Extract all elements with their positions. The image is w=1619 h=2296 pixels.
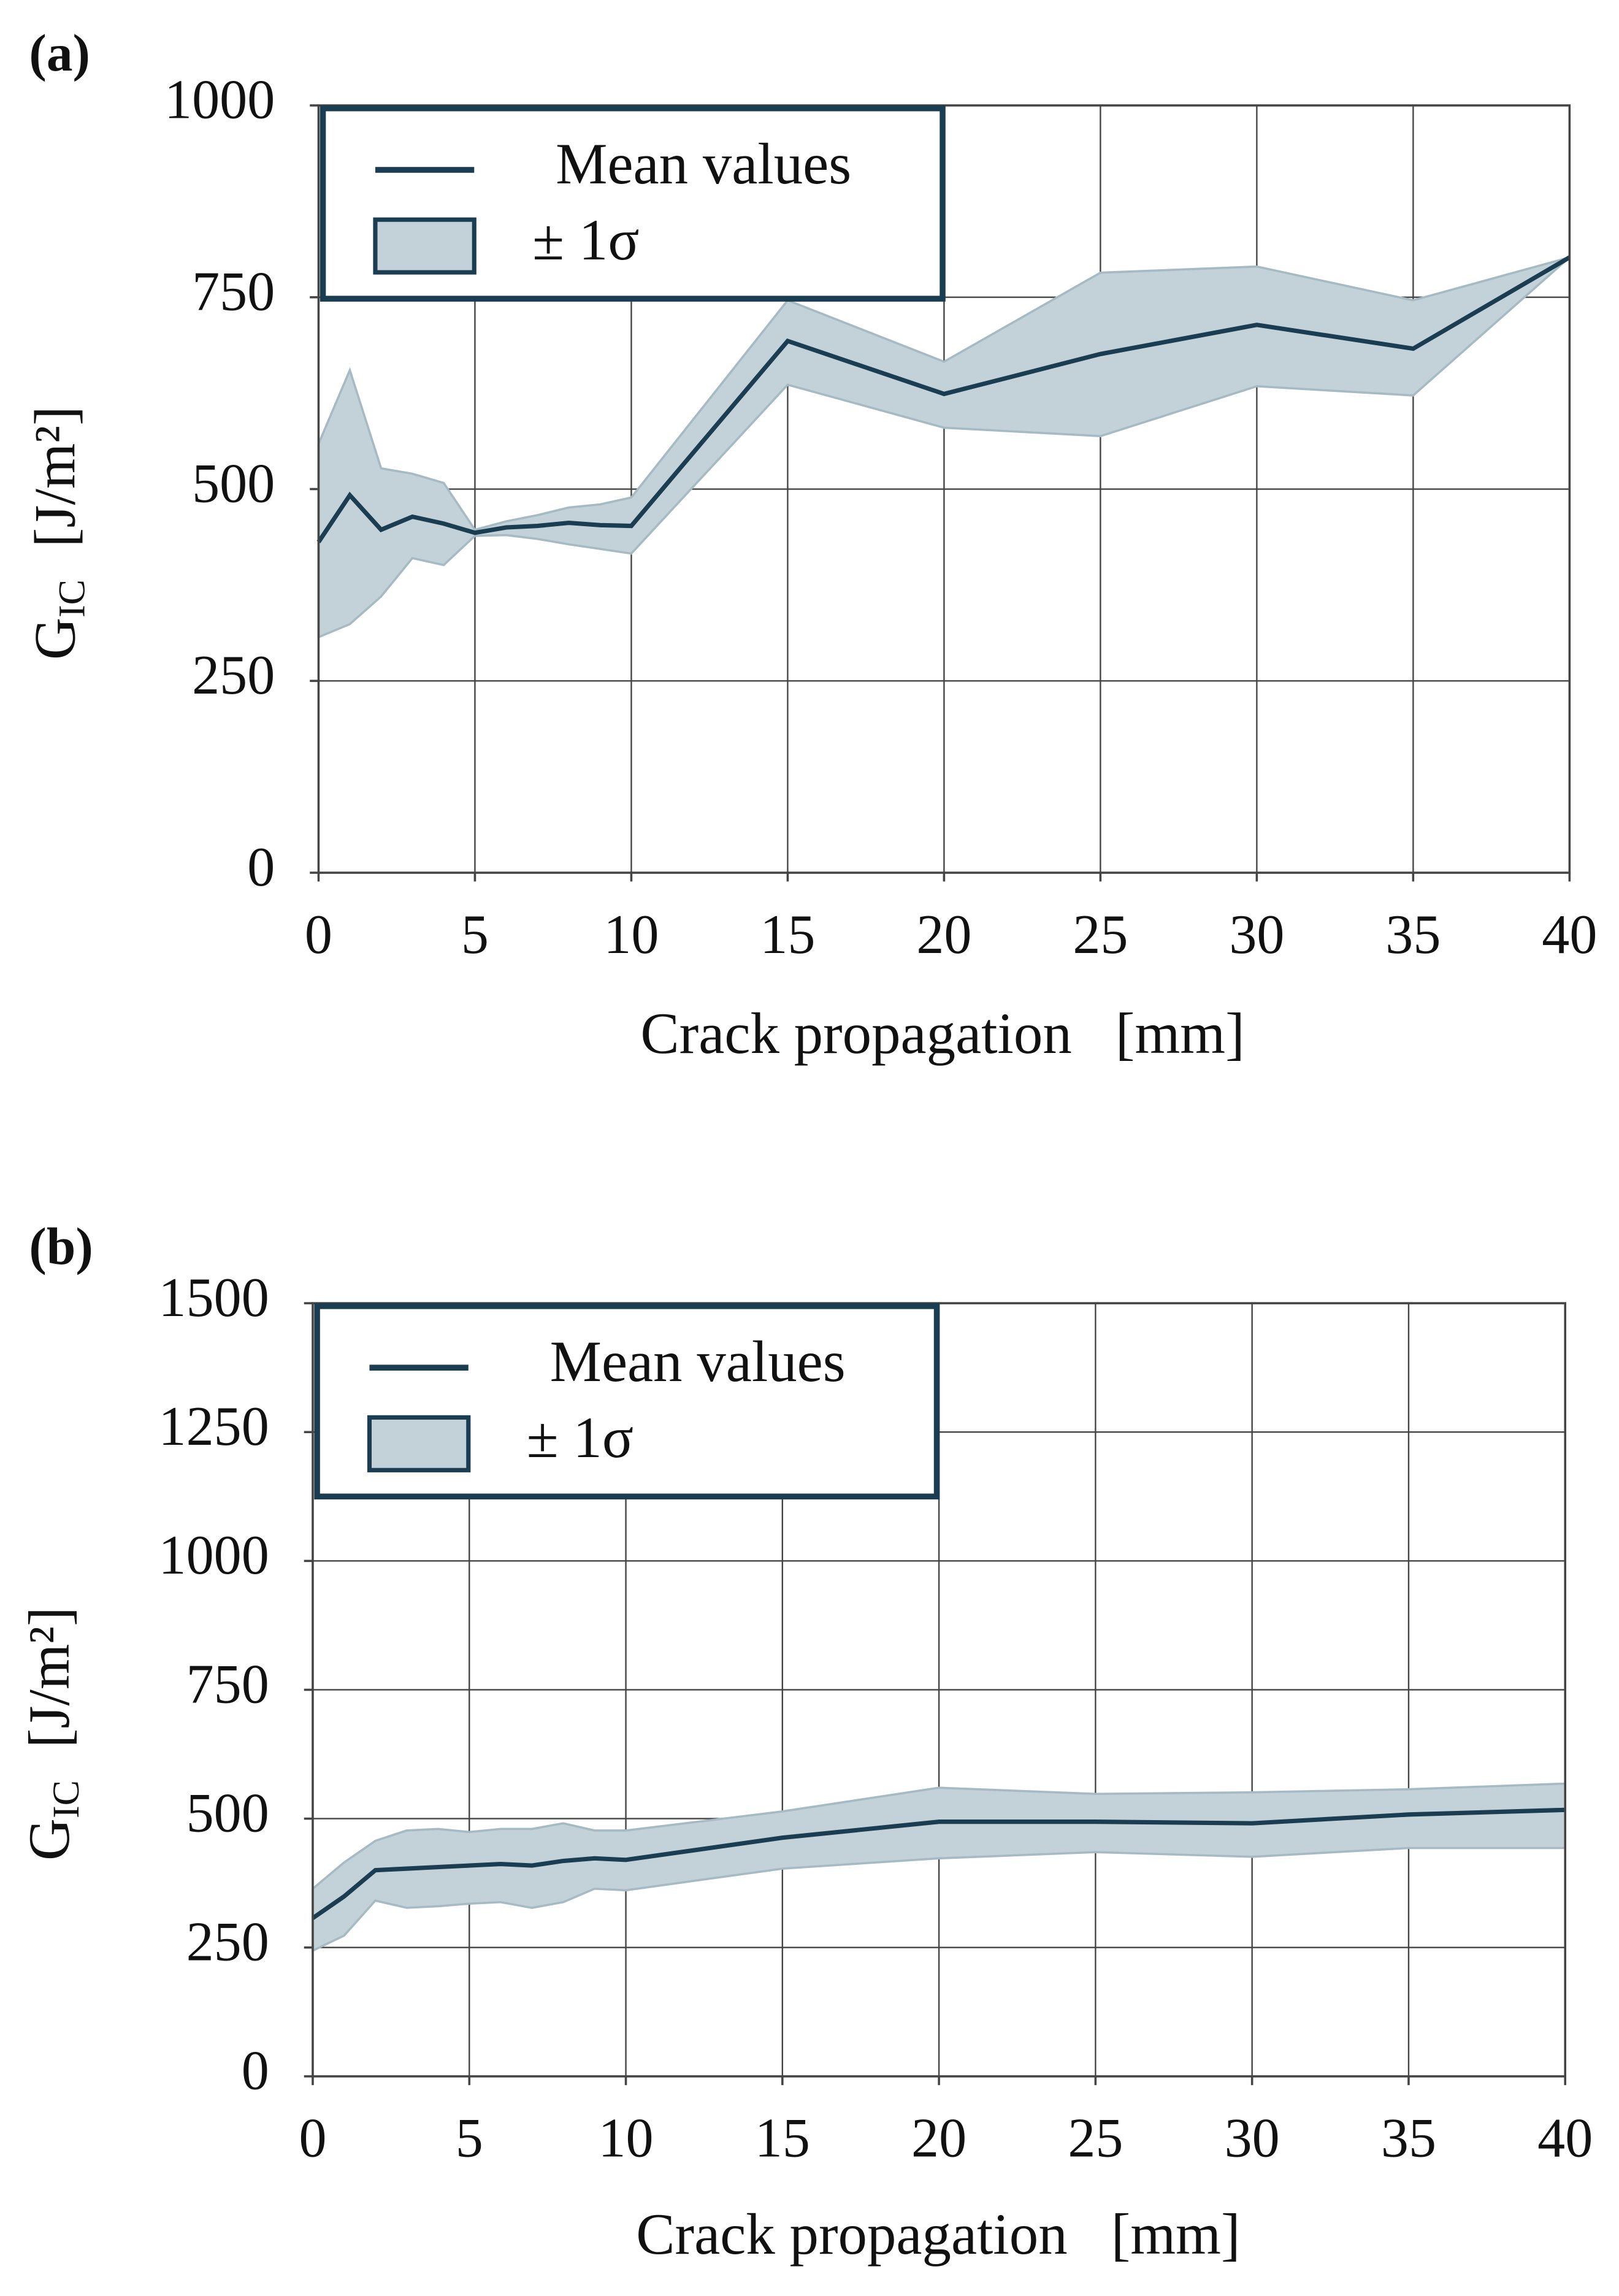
x-tick-label: 5 bbox=[461, 903, 489, 965]
y-axis-label: GIC [J/m²] bbox=[17, 1607, 87, 1861]
y-tick-label: 750 bbox=[186, 1653, 269, 1715]
y-axis-symbol: G bbox=[17, 1818, 82, 1861]
legend-label: ± 1σ bbox=[532, 207, 639, 272]
x-tick-label: 15 bbox=[755, 2107, 810, 2168]
x-tick-label: 0 bbox=[299, 2107, 326, 2168]
y-axis-label: GIC [J/m²] bbox=[23, 406, 93, 660]
panel-label: (a) bbox=[29, 24, 90, 82]
y-axis-unit: [J/m²] bbox=[23, 406, 88, 547]
legend-label: ± 1σ bbox=[527, 1405, 633, 1470]
x-tick-label: 25 bbox=[1068, 2107, 1123, 2168]
x-axis-label: Crack propagation [mm] bbox=[640, 1001, 1244, 1066]
sigma-band bbox=[317, 256, 1571, 639]
x-tick-label: 10 bbox=[603, 903, 659, 965]
x-tick-label: 35 bbox=[1385, 903, 1441, 965]
y-tick-label: 1250 bbox=[159, 1395, 269, 1457]
legend-swatch bbox=[373, 217, 477, 275]
x-tick-label: 30 bbox=[1229, 903, 1284, 965]
y-tick-label: 250 bbox=[192, 644, 275, 706]
y-tick-label: 1000 bbox=[164, 68, 275, 130]
y-tick-label: 250 bbox=[186, 1910, 269, 1972]
x-tick-label: 20 bbox=[916, 903, 971, 965]
x-tick-label: 0 bbox=[305, 903, 332, 965]
x-tick-label: 30 bbox=[1225, 2107, 1280, 2168]
chart-panel: (b) 0 250 500 750 1000 1250 1500 0 5 10 15 20 25 30 35 4… bbox=[17, 1217, 1593, 2267]
x-axis-label: Crack propagation [mm] bbox=[636, 2202, 1240, 2267]
legend-label: Mean values bbox=[556, 131, 851, 196]
y-axis-unit: [J/m²] bbox=[17, 1607, 82, 1748]
y-axis-subscript: IC bbox=[52, 580, 93, 618]
mean-line bbox=[316, 255, 1571, 543]
x-tick-label: 20 bbox=[911, 2107, 966, 2168]
y-tick-label: 0 bbox=[247, 836, 275, 898]
y-axis-symbol: G bbox=[23, 618, 88, 660]
y-axis-subscript: IC bbox=[45, 1780, 87, 1818]
y-tick-label: 750 bbox=[192, 260, 275, 322]
x-tick-label: 35 bbox=[1381, 2107, 1436, 2168]
y-tick-label: 1000 bbox=[159, 1524, 269, 1586]
legend-label: Mean values bbox=[550, 1329, 846, 1394]
legend-swatch bbox=[367, 1415, 471, 1472]
x-tick-label: 5 bbox=[456, 2107, 483, 2168]
y-tick-label: 0 bbox=[242, 2039, 269, 2101]
x-tick-label: 25 bbox=[1073, 903, 1128, 965]
mean-line bbox=[311, 1807, 1566, 1920]
panel-label: (b) bbox=[29, 1217, 93, 1276]
x-tick-label: 40 bbox=[1542, 903, 1597, 965]
y-tick-label: 500 bbox=[186, 1781, 269, 1843]
chart-panel: (a) 0 250 500 750 1000 0 5 10 15 20 25 30 35 40 Crack p… bbox=[23, 24, 1598, 1066]
x-tick-label: 15 bbox=[760, 903, 815, 965]
x-tick-label: 10 bbox=[598, 2107, 653, 2168]
x-tick-label: 40 bbox=[1537, 2107, 1593, 2168]
y-tick-label: 500 bbox=[192, 452, 275, 514]
y-tick-label: 1500 bbox=[159, 1266, 269, 1328]
